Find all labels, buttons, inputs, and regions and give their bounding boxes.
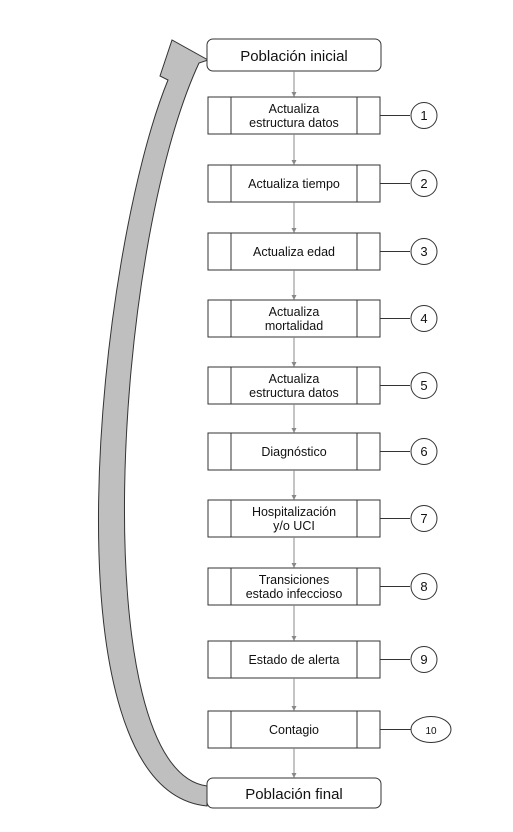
process-step-label: Actualiza xyxy=(269,305,320,319)
step-number-label: 10 xyxy=(425,726,437,737)
step-number-circle xyxy=(410,573,438,600)
step-number-circle xyxy=(410,372,438,399)
step-number-circle xyxy=(410,238,438,265)
process-box xyxy=(207,432,381,471)
process-step-2: Actualiza tiempo 2 xyxy=(207,164,438,203)
process-step-label: estructura datos xyxy=(249,386,339,400)
end-node: Población final xyxy=(206,777,382,809)
process-step-label: Hospitalización xyxy=(252,505,336,519)
start-node-label: Población inicial xyxy=(240,48,348,65)
process-step-label: Contagio xyxy=(269,723,319,737)
process-box xyxy=(207,640,381,679)
process-step-label: estado infeccioso xyxy=(246,587,343,601)
connector-2-head xyxy=(291,228,297,233)
step-number-circle xyxy=(410,438,438,465)
connector-5-head xyxy=(291,428,297,433)
process-step-label: Estado de alerta xyxy=(248,653,339,667)
step-number-label: 1 xyxy=(420,108,427,123)
process-step-label: Actualiza xyxy=(269,102,320,116)
process-box xyxy=(207,299,381,338)
connector-10-head xyxy=(291,773,297,778)
step-number-circle xyxy=(410,102,438,129)
process-box xyxy=(207,567,381,606)
step-number-label: 2 xyxy=(420,176,427,191)
connector-start-head xyxy=(291,92,297,97)
process-step-label: estructura datos xyxy=(249,116,339,130)
process-box xyxy=(207,96,381,135)
step-number-circle xyxy=(410,646,438,673)
step-number-label: 7 xyxy=(420,511,427,526)
process-step-label: Actualiza edad xyxy=(253,245,335,259)
end-node-label: Población final xyxy=(245,786,343,803)
step-number-circle xyxy=(410,505,438,532)
process-step-label: Actualiza tiempo xyxy=(248,177,340,191)
process-box xyxy=(207,232,381,271)
step-number-label: 4 xyxy=(420,311,427,326)
connector-6-head xyxy=(291,495,297,500)
step-number-label: 8 xyxy=(420,579,427,594)
process-step-10: Contagio 10 xyxy=(207,710,452,749)
process-step-label: y/o UCI xyxy=(273,519,315,533)
step-number-label: 3 xyxy=(420,244,427,259)
process-step-9: Estado de alerta 9 xyxy=(207,640,438,679)
step-number-circle xyxy=(410,716,452,743)
loop-arrow xyxy=(98,39,210,807)
step-number-label: 6 xyxy=(420,444,427,459)
connector-4-head xyxy=(291,362,297,367)
step-number-circle xyxy=(410,305,438,332)
process-step-label: Actualiza xyxy=(269,372,320,386)
connector-8-head xyxy=(291,636,297,641)
connector-3-head xyxy=(291,295,297,300)
connector-9-head xyxy=(291,706,297,711)
process-step-label: Transiciones xyxy=(259,573,329,587)
step-number-circle xyxy=(410,170,438,197)
process-step-6: Diagnóstico 6 xyxy=(207,432,438,471)
connector-1-head xyxy=(291,160,297,165)
process-step-3: Actualiza edad 3 xyxy=(207,232,438,271)
step-number-label: 9 xyxy=(420,652,427,667)
start-node: Población inicial xyxy=(206,38,382,72)
connector-7-head xyxy=(291,563,297,568)
step-number-label: 5 xyxy=(420,378,427,393)
process-step-label: mortalidad xyxy=(265,319,323,333)
process-step-label: Diagnóstico xyxy=(261,445,326,459)
process-box xyxy=(207,366,381,405)
